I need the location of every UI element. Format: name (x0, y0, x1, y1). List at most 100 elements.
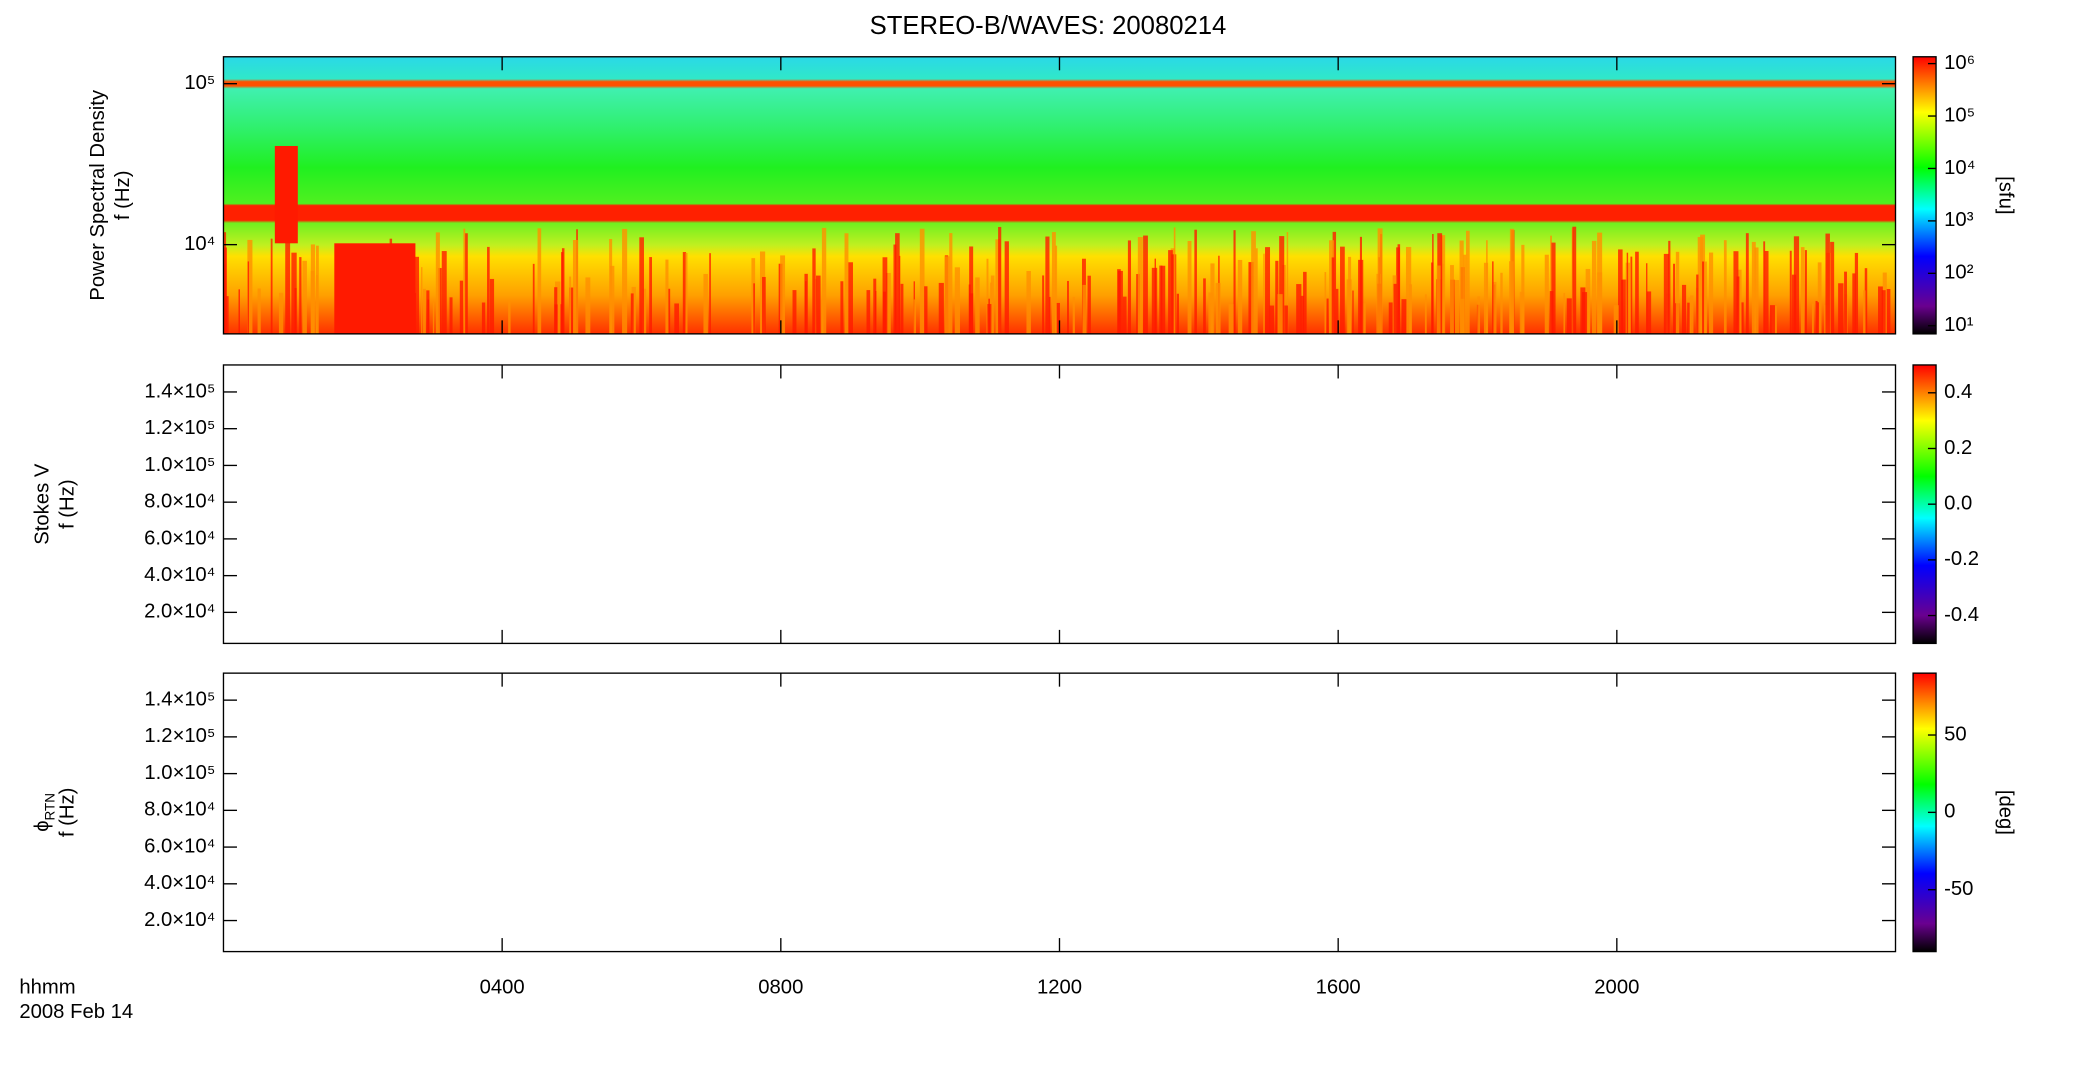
x-axis-label: hhmm (19, 976, 75, 998)
texture-streak (223, 247, 227, 334)
texture-streak (1176, 293, 1179, 334)
y-tick-label: 1.0×10⁵ (144, 454, 215, 476)
texture-streak (1830, 241, 1835, 334)
texture-streak (432, 302, 435, 334)
colorbar (1913, 673, 1937, 952)
texture-streak (291, 252, 297, 334)
texture-streak (569, 276, 572, 334)
y-tick-label: 1.2×10⁵ (144, 725, 215, 747)
texture-streak (449, 297, 453, 334)
texture-streak (508, 300, 511, 334)
texture-streak (1263, 253, 1265, 334)
texture-streak (898, 255, 901, 334)
texture-streak (435, 232, 440, 334)
texture-streak (1251, 231, 1256, 334)
texture-streak (1881, 290, 1886, 334)
texture-streak (848, 262, 853, 334)
texture-streak (1087, 275, 1091, 334)
texture-streak (1626, 252, 1629, 334)
texture-streak (642, 288, 647, 334)
texture-streak (1793, 236, 1800, 334)
texture-streak (873, 278, 877, 334)
texture-streak (1551, 242, 1556, 334)
x-tick-label: 0800 (758, 976, 803, 998)
texture-streak (1492, 261, 1494, 334)
date-label: 2008 Feb 14 (19, 1001, 133, 1023)
texture-streak (1405, 246, 1412, 334)
texture-streak (1825, 233, 1830, 334)
texture-streak (1844, 271, 1847, 334)
texture-streak (1045, 236, 1050, 334)
texture-streak (924, 286, 928, 334)
texture-streak (1740, 302, 1744, 334)
texture-streak (1459, 240, 1464, 334)
texture-streak (1563, 292, 1566, 334)
y-tick-label: 1.4×10⁵ (144, 380, 215, 402)
texture-streak (1358, 259, 1364, 334)
texture-streak (751, 258, 756, 334)
texture-streak (302, 260, 307, 334)
texture-streak (954, 267, 960, 334)
texture-streak (1042, 275, 1045, 334)
texture-streak (1303, 271, 1307, 334)
texture-streak (1591, 240, 1597, 334)
texture-block (274, 145, 298, 244)
texture-streak (247, 239, 253, 334)
texture-streak (649, 257, 653, 334)
texture-streak (1329, 240, 1335, 334)
texture-streak (703, 273, 708, 334)
texture-streak (944, 256, 950, 334)
texture-streak (1401, 299, 1407, 334)
texture-streak (285, 239, 291, 334)
y-axis-label-sub: RTN (42, 793, 57, 821)
colorbar-tick-label: -0.2 (1944, 548, 1979, 570)
texture-streak (709, 253, 711, 334)
texture-streak (1804, 250, 1807, 334)
texture-streak (1117, 269, 1121, 334)
texture-streak (639, 237, 644, 334)
texture-streak (1067, 280, 1069, 334)
texture-streak (895, 233, 900, 334)
x-tick-label: 1200 (1037, 976, 1082, 998)
colorbar-frame (1912, 56, 1937, 335)
texture-streak (1324, 272, 1327, 334)
texture-streak (1143, 235, 1148, 334)
texture-streak (1393, 283, 1397, 334)
texture-streak (555, 281, 561, 334)
x-tick-label: 1600 (1316, 976, 1361, 998)
texture-streak (1763, 241, 1766, 334)
y-axis-label-2: f (Hz) (56, 788, 78, 838)
texture-streak (1331, 257, 1335, 334)
texture-streak (1483, 262, 1489, 334)
texture-streak (1500, 272, 1503, 334)
texture-streak (812, 248, 816, 334)
texture-streak (1279, 236, 1285, 334)
texture-streak (1237, 259, 1243, 334)
texture-streak (1709, 252, 1714, 334)
texture-streak (1668, 240, 1671, 334)
y-tick-label: 1.2×10⁵ (144, 417, 215, 439)
texture-streak (257, 288, 261, 334)
colorbar-tick-label: 0.2 (1944, 437, 1972, 459)
texture-streak (893, 244, 897, 334)
colorbar-tick-label: 10⁴ (1944, 157, 1975, 179)
texture-streak (682, 252, 687, 334)
texture-streak (975, 277, 980, 334)
texture-streak (840, 281, 844, 334)
colorbar (1913, 364, 1937, 644)
texture-streak (1521, 244, 1525, 334)
texture-streak (609, 265, 615, 334)
texture-streak (1228, 304, 1234, 334)
texture-streak (537, 228, 542, 334)
texture-streak (487, 246, 490, 334)
texture-streak (1690, 295, 1694, 334)
texture-streak (995, 239, 1001, 334)
texture-streak (438, 268, 442, 334)
texture-streak (1817, 302, 1819, 334)
texture-streak (1248, 262, 1254, 334)
texture-streak (441, 251, 447, 334)
texture-streak (1233, 230, 1236, 334)
texture-streak (1051, 232, 1056, 334)
texture-streak (1056, 302, 1060, 334)
